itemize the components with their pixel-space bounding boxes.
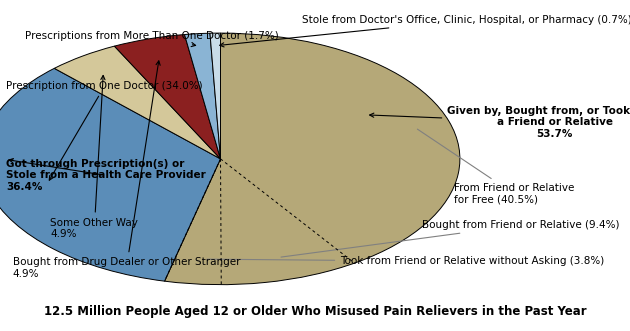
Text: Got through Prescription(s) or
Stole from a Health Care Provider
36.4%: Got through Prescription(s) or Stole fro…: [6, 159, 206, 192]
Wedge shape: [185, 33, 220, 159]
Wedge shape: [54, 46, 220, 159]
Wedge shape: [115, 34, 220, 159]
Text: Bought from Drug Dealer or Other Stranger
4.9%: Bought from Drug Dealer or Other Strange…: [13, 61, 240, 279]
Text: 12.5 Million People Aged 12 or Older Who Misused Pain Relievers in the Past Year: 12.5 Million People Aged 12 or Older Who…: [43, 305, 587, 318]
Text: Prescriptions from More Than One Doctor (1.7%): Prescriptions from More Than One Doctor …: [25, 31, 279, 47]
Text: Prescription from One Doctor (34.0%): Prescription from One Doctor (34.0%): [6, 81, 203, 180]
Wedge shape: [0, 68, 220, 281]
Wedge shape: [210, 33, 220, 159]
Text: Bought from Friend or Relative (9.4%): Bought from Friend or Relative (9.4%): [281, 220, 619, 257]
Text: Given by, Bought from, or Took from
a Friend or Relative
53.7%: Given by, Bought from, or Took from a Fr…: [370, 106, 630, 139]
Text: Took from Friend or Relative without Asking (3.8%): Took from Friend or Relative without Ask…: [207, 257, 604, 266]
Wedge shape: [164, 33, 460, 285]
Text: Stole from Doctor's Office, Clinic, Hospital, or Pharmacy (0.7%): Stole from Doctor's Office, Clinic, Hosp…: [220, 15, 630, 47]
Text: Some Other Way
4.9%: Some Other Way 4.9%: [50, 75, 138, 239]
Text: From Friend or Relative
for Free (40.5%): From Friend or Relative for Free (40.5%): [418, 129, 574, 205]
